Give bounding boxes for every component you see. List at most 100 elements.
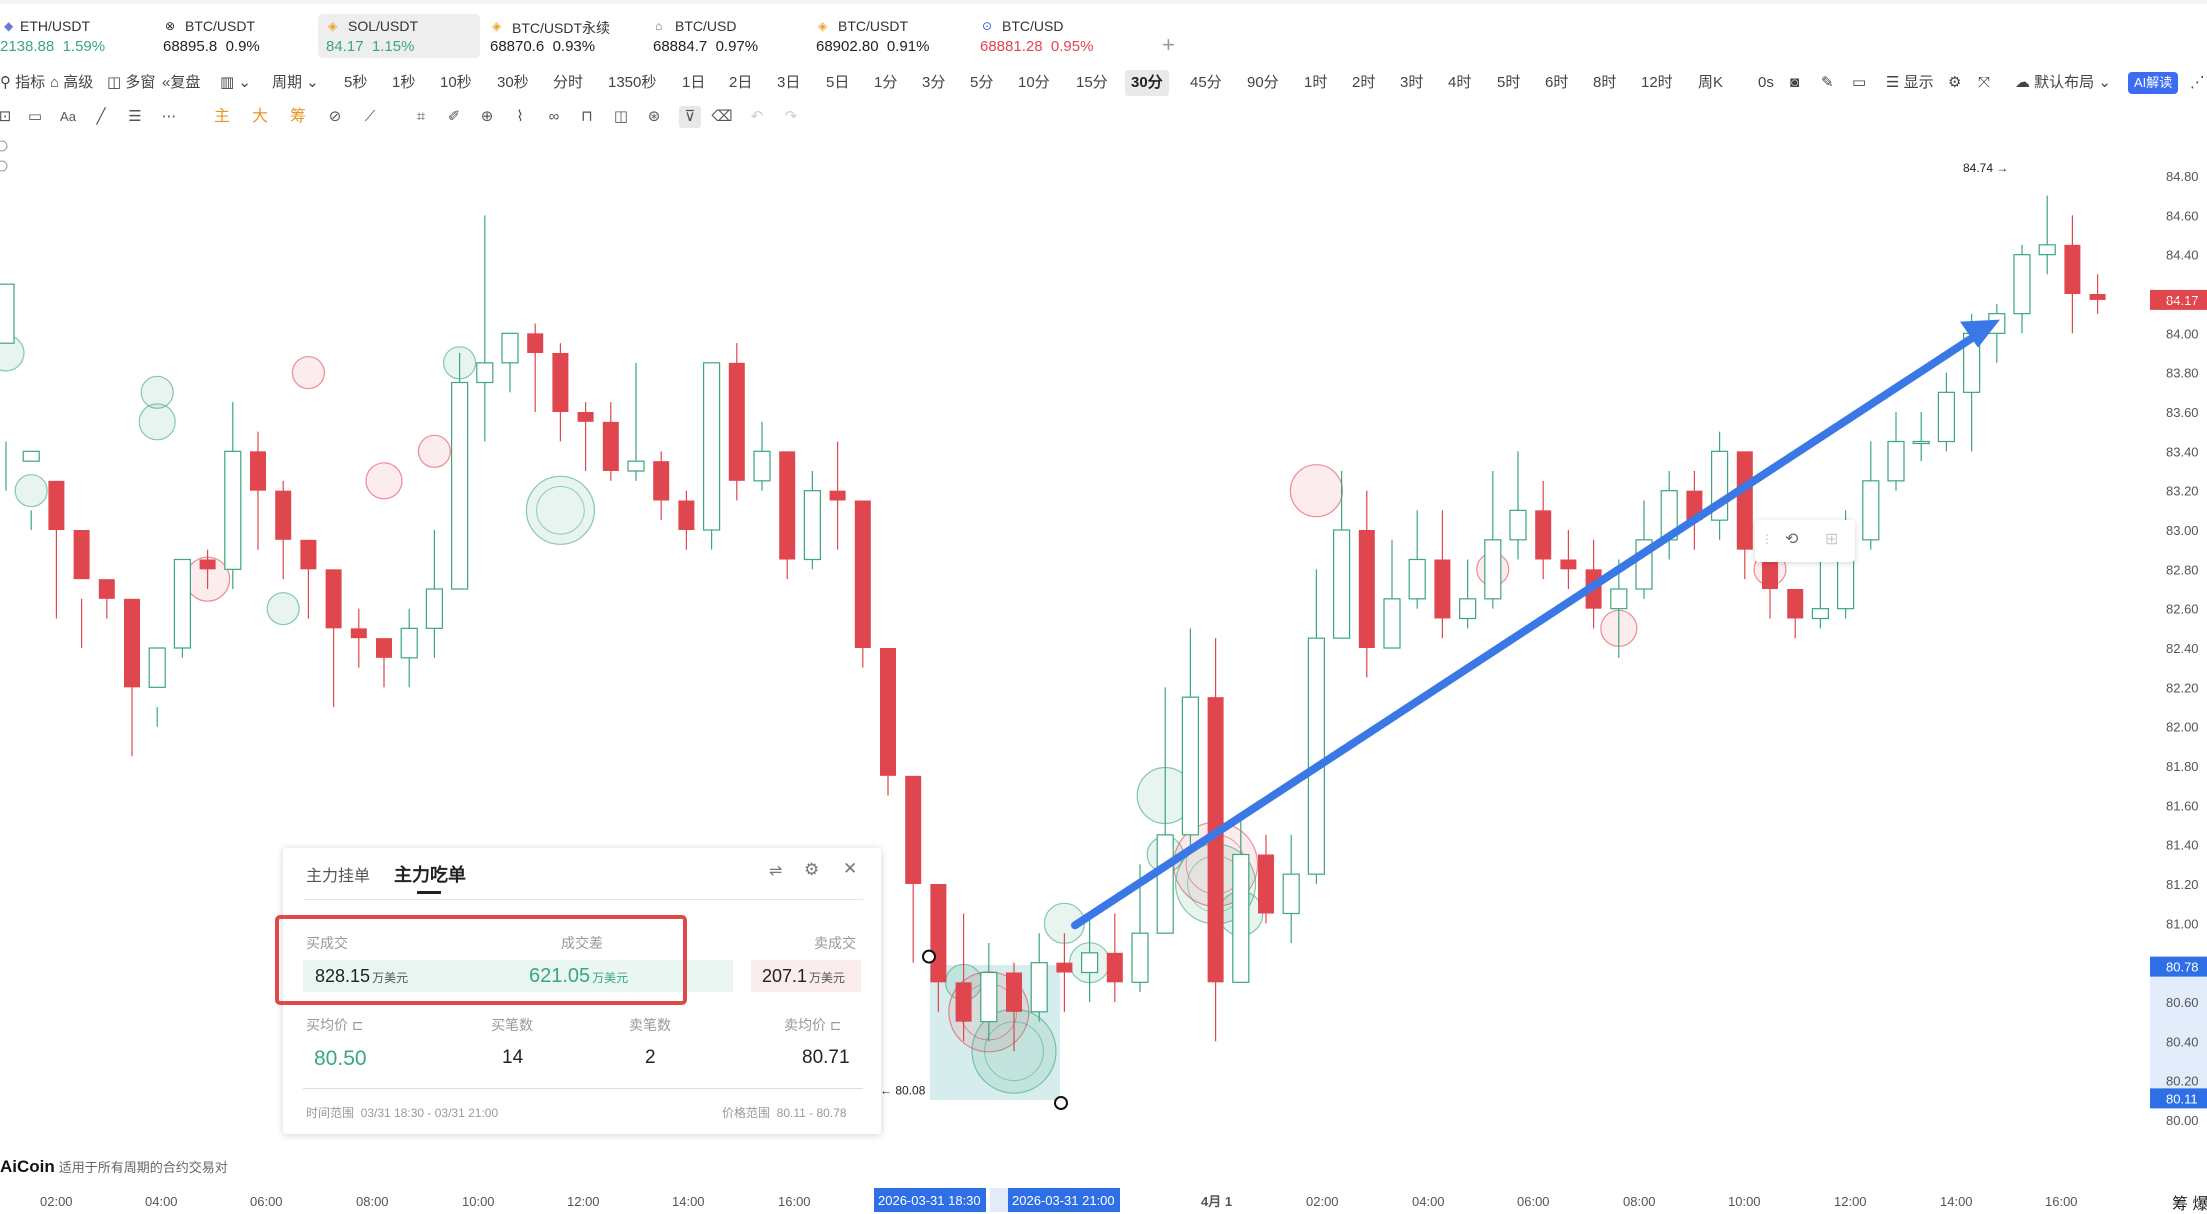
drawing-toolbar: ⊡ ▭ Aa ╱ ☰ ⋯ 主 大 筹 ⊘ ⟋ ⌗ ✐ ⊕ ⌇ ∞ ⊓ ◫ ⊛ ⊽…: [0, 106, 900, 130]
close-icon[interactable]: ✕: [843, 859, 858, 878]
period-5d[interactable]: 5日: [826, 74, 850, 91]
y-tick-label: 84.40: [2166, 248, 2199, 263]
main-chart-toggle[interactable]: 主: [213, 108, 230, 125]
period-3m[interactable]: 3分: [922, 74, 946, 91]
ai-interpret-button[interactable]: AI解读: [2128, 72, 2179, 94]
more-icon[interactable]: ⋯: [161, 108, 177, 125]
tag-icon[interactable]: ⊏: [829, 1017, 842, 1033]
eye-icon[interactable]: ◫: [613, 108, 629, 125]
period-10m[interactable]: 10分: [1018, 74, 1050, 91]
advanced-button[interactable]: ⌂ 高级: [50, 74, 94, 91]
ticker-tab-sol-usdt[interactable]: ◈ SOL/USDT 84.17 1.15%: [318, 14, 480, 58]
tag-icon[interactable]: ⊏: [351, 1017, 364, 1033]
period-1w[interactable]: 周K: [1698, 74, 1724, 91]
period-tick[interactable]: 分时: [553, 74, 584, 91]
period-30s[interactable]: 30秒: [497, 74, 529, 91]
layout-dropdown[interactable]: ☁ 默认布局 ⌄: [2015, 74, 2111, 91]
multi-window-button[interactable]: ◫ 多窗: [107, 74, 156, 91]
y-tick-label: 82.60: [2166, 602, 2199, 617]
period-30m[interactable]: 30分: [1125, 70, 1169, 96]
period-1m[interactable]: 1分: [874, 74, 898, 91]
period-4h[interactable]: 4时: [1448, 74, 1472, 91]
period-90m[interactable]: 90分: [1247, 74, 1279, 91]
floating-drawing-tools[interactable]: ⋮ ⟲ ⊞: [1755, 520, 1855, 562]
tab-main-pending-orders[interactable]: 主力挂单: [306, 868, 371, 885]
chip-toggle[interactable]: 筹: [289, 108, 306, 125]
sell-bar: [751, 960, 861, 992]
period-1s[interactable]: 1秒: [392, 74, 416, 91]
period-10s[interactable]: 10秒: [440, 74, 472, 91]
ruler-icon[interactable]: ✐: [447, 108, 461, 125]
ticker-tab-btc-usdt-2[interactable]: ◈ BTC/USDT 68902.80 0.91%: [816, 18, 930, 55]
line-icon[interactable]: ╱: [96, 108, 106, 125]
measure-icon[interactable]: ⟋: [364, 108, 376, 125]
fullscreen-icon[interactable]: ⤧: [1978, 74, 1991, 91]
period-6h[interactable]: 6时: [1545, 74, 1569, 91]
chart-settings-icon[interactable]: ⊞: [1825, 531, 1839, 548]
zoom-icon[interactable]: ⊕: [480, 108, 494, 125]
period-15m[interactable]: 15分: [1076, 74, 1108, 91]
x-tick-label: 04:00: [145, 1194, 178, 1209]
crop-icon[interactable]: ⌗: [416, 108, 426, 125]
rectangle-icon[interactable]: ▭: [27, 108, 43, 125]
brush-icon[interactable]: ⌇: [516, 108, 524, 125]
ticker-tab-btc-usd[interactable]: ⌂ BTC/USD 68884.7 0.97%: [653, 18, 759, 55]
high-annotation: 84.74 →: [1963, 161, 2008, 175]
ticker-tab-btc-usdt-perp[interactable]: ◈ BTC/USDT永续 68870.6 0.93%: [490, 19, 610, 55]
period-12h[interactable]: 12时: [1641, 74, 1673, 91]
lines-icon[interactable]: ☰: [128, 108, 142, 125]
period-5s[interactable]: 5秒: [344, 74, 368, 91]
big-order-toggle[interactable]: 大: [251, 108, 268, 125]
candle-body: [1937, 391, 1956, 443]
candle-body: [173, 558, 191, 649]
camera-icon[interactable]: ◙: [1790, 74, 1800, 91]
add-tab-icon[interactable]: +: [1162, 32, 1175, 57]
period-45m[interactable]: 45分: [1190, 74, 1222, 91]
indicator-button[interactable]: ⚲ 指标: [0, 74, 46, 91]
ticker-tab-btc-usdt[interactable]: ⊗ BTC/USDT 68895.8 0.9%: [163, 18, 260, 55]
share-icon[interactable]: ⋰: [2190, 74, 2205, 91]
chart-type-icon[interactable]: ▥ ⌄: [220, 74, 251, 91]
cursor-icon[interactable]: ⊡: [0, 108, 12, 125]
comment-icon[interactable]: ▭: [1852, 74, 1867, 91]
period-5h[interactable]: 5时: [1497, 74, 1521, 91]
reset-icon[interactable]: ⟲: [1785, 531, 1799, 548]
candle-body: [1282, 873, 1300, 915]
pen-icon[interactable]: ✎: [1821, 74, 1834, 91]
drag-handle-icon[interactable]: ⋮: [1761, 532, 1773, 546]
redo-icon[interactable]: ↷: [784, 108, 798, 125]
swap-icon[interactable]: ⇌: [769, 863, 783, 880]
filter-icon[interactable]: ⊽: [679, 106, 701, 128]
trend-arrow-head: [1960, 319, 2000, 348]
period-3h[interactable]: 3时: [1400, 74, 1424, 91]
period-1350s[interactable]: 1350秒: [608, 74, 657, 91]
ticker-tab-eth-usdt[interactable]: ◆ ETH/USDT 2138.88 1.59%: [0, 18, 106, 55]
period-2h[interactable]: 2时: [1352, 74, 1376, 91]
replay-button[interactable]: «复盘: [162, 74, 201, 91]
period-1h[interactable]: 1时: [1304, 74, 1328, 91]
text-icon[interactable]: Aa: [60, 109, 76, 124]
y-tick-label: 80.60: [2166, 995, 2199, 1010]
trash-icon[interactable]: ⌫: [711, 108, 733, 125]
period-dropdown[interactable]: 周期 ⌄: [272, 74, 319, 91]
y-tick-label: 83.00: [2166, 523, 2199, 538]
bottom-right-tools[interactable]: 筹 爆: [2172, 1196, 2207, 1213]
period-3d[interactable]: 3日: [777, 74, 801, 91]
undo-icon[interactable]: ↶: [750, 108, 764, 125]
magnet-icon[interactable]: ∞: [548, 108, 560, 125]
period-1d[interactable]: 1日: [682, 74, 706, 91]
display-button[interactable]: ☰ 显示: [1886, 74, 1934, 91]
period-2d[interactable]: 2日: [729, 74, 753, 91]
indicator-icon[interactable]: ⊘: [328, 108, 342, 125]
candlestick-chart[interactable]: 84.74 →← 80.08 84.8084.6084.4084.2084.00…: [0, 140, 2207, 1212]
tab-main-taker-orders[interactable]: 主力吃单: [394, 865, 466, 885]
period-8h[interactable]: 8时: [1593, 74, 1617, 91]
settings-icon[interactable]: ⚙: [804, 860, 820, 879]
lock-icon[interactable]: ⊓: [581, 108, 593, 125]
y-tick-label: 83.80: [2166, 366, 2199, 381]
period-5m[interactable]: 5分: [970, 74, 994, 91]
ticker-tab-btc-usd-2[interactable]: ⊙ BTC/USD 68881.28 0.95%: [980, 18, 1094, 55]
link-icon[interactable]: ⊛: [647, 108, 661, 125]
settings-icon[interactable]: ⚙: [1948, 74, 1962, 91]
y-tick-label: 83.40: [2166, 444, 2199, 459]
